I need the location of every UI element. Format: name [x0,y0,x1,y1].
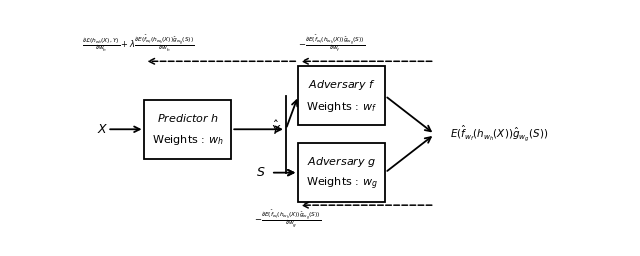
Text: Weights : $w_h$: Weights : $w_h$ [152,133,223,147]
Text: $-\frac{\partial E(\hat{f}_{w_f}(h_{w_h}(X))\hat{g}_{w_g}(S))}{\partial w_f}$: $-\frac{\partial E(\hat{f}_{w_f}(h_{w_h}… [298,33,365,54]
Text: Weights : $w_f$: Weights : $w_f$ [306,100,377,114]
Text: Weights : $w_g$: Weights : $w_g$ [306,175,378,192]
FancyBboxPatch shape [298,143,385,202]
Text: $X$: $X$ [97,123,108,136]
Text: Adversary $g$: Adversary $g$ [307,155,376,169]
Text: $-\frac{\partial E(\hat{f}_{w_f}(h_{w_h}(X))\hat{g}_{w_g}(S))}{\partial w_g}$: $-\frac{\partial E(\hat{f}_{w_f}(h_{w_h}… [253,208,321,230]
Text: Adversary $f$: Adversary $f$ [308,78,376,92]
FancyBboxPatch shape [145,100,231,159]
Text: $E(\hat{f}_{w_f}(h_{w_h}(X))\hat{g}_{w_g}(S))$: $E(\hat{f}_{w_f}(h_{w_h}(X))\hat{g}_{w_g… [449,124,548,144]
Text: Predictor $h$: Predictor $h$ [157,112,219,124]
Text: $\frac{\partial \mathcal{L}(h_{w_h}(X),Y)}{\partial w_h}+\lambda\frac{\partial E: $\frac{\partial \mathcal{L}(h_{w_h}(X),Y… [83,33,195,54]
FancyBboxPatch shape [298,66,385,125]
Text: $S$: $S$ [256,166,266,179]
Text: $\hat{Y}$: $\hat{Y}$ [271,120,281,138]
